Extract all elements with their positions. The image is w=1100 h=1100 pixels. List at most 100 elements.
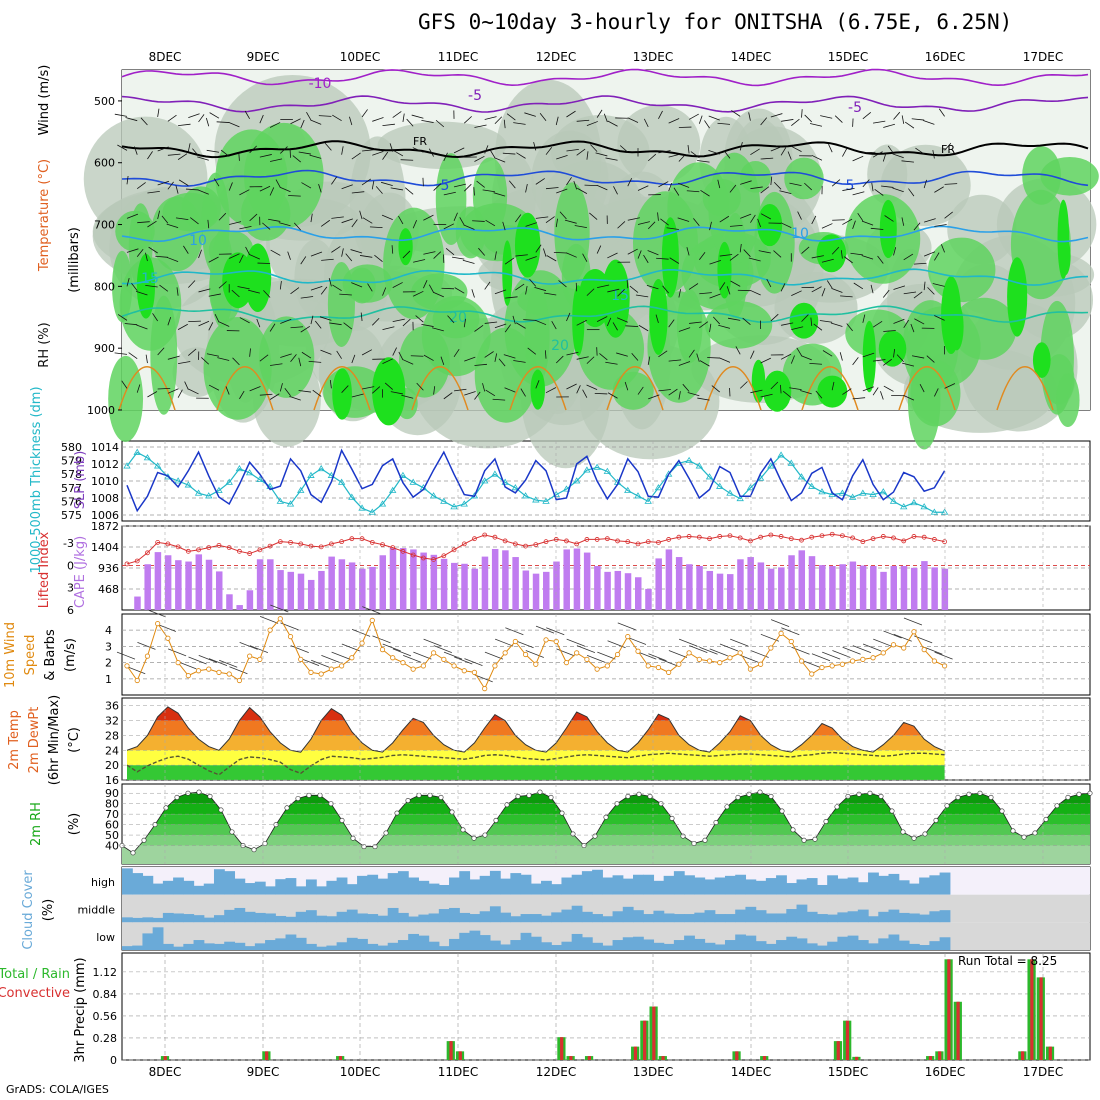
wind-barb xyxy=(175,217,189,220)
wind-barb xyxy=(923,281,926,291)
wind-barb xyxy=(647,153,657,162)
cape-bar xyxy=(726,574,734,610)
cloud-low-bar xyxy=(602,945,614,950)
wind-barb xyxy=(760,117,768,126)
cloud-low-bar xyxy=(489,940,501,950)
wind-barb xyxy=(750,350,755,359)
li-ylabel: Lifted Index xyxy=(37,531,52,608)
thickness-point xyxy=(245,469,254,476)
wind-barb xyxy=(804,182,813,191)
wind-barb-10m xyxy=(515,640,534,649)
wind-barb xyxy=(760,157,774,160)
rh-shade-green xyxy=(910,360,961,427)
li-point xyxy=(553,537,559,542)
cloud-low-bar xyxy=(827,941,838,950)
wind-barb-10m xyxy=(372,635,391,644)
cloud-low-bar xyxy=(806,943,818,950)
wind-barb xyxy=(220,149,230,157)
wind-barb xyxy=(117,314,128,321)
thickness-point xyxy=(480,477,489,484)
wind-barb xyxy=(177,323,188,330)
wind-barb xyxy=(932,283,945,287)
cloud-low-bar xyxy=(275,938,287,950)
wind-barb xyxy=(239,189,250,196)
wind-speed-point xyxy=(686,650,692,656)
wind-barb xyxy=(231,289,240,298)
cloud-low-bar xyxy=(367,943,379,950)
thickness-point xyxy=(174,477,182,484)
rh-shade-green xyxy=(203,317,272,420)
wind-barb xyxy=(471,289,475,298)
wind-barb xyxy=(441,287,455,290)
wind-barb xyxy=(830,322,843,327)
isotherm-label: FR xyxy=(413,135,427,148)
li-point xyxy=(707,536,712,542)
cloud-middle-bar xyxy=(633,910,644,923)
wind-barb-10m xyxy=(259,616,279,624)
wind-barb-10m xyxy=(382,643,401,652)
rh-point xyxy=(966,791,972,797)
wind-barb xyxy=(605,157,618,161)
wind-barb xyxy=(559,211,567,220)
cloud-low-bar xyxy=(387,942,399,950)
wind-barb xyxy=(892,153,904,159)
cloud-low-bar xyxy=(479,935,491,950)
wind-barb xyxy=(329,379,332,389)
thickness-point xyxy=(869,490,877,497)
rh-band xyxy=(122,824,1090,836)
cloud-low-bar xyxy=(561,941,573,950)
rh-shade-bright xyxy=(578,268,612,328)
wind-barb xyxy=(883,358,892,366)
wind-barb-10m xyxy=(842,646,861,655)
wind-barb xyxy=(545,216,555,224)
cape-bar xyxy=(778,567,785,610)
wind-barb xyxy=(318,184,322,193)
cloud-low-bar xyxy=(173,946,184,950)
wind-barb-10m xyxy=(249,645,268,653)
wind-barb xyxy=(846,323,853,332)
wind-barb xyxy=(351,219,358,228)
li-point xyxy=(891,535,896,541)
wind-barb xyxy=(576,119,590,122)
li-tick-label: -3 xyxy=(63,537,74,550)
cloud-high-bar xyxy=(183,880,195,895)
rh-point xyxy=(823,818,829,824)
wind-barb xyxy=(910,323,915,333)
rh-shade-green xyxy=(1040,156,1099,196)
isotherm-label: 5 xyxy=(846,178,855,194)
wind-barb xyxy=(360,312,363,322)
wind-barb xyxy=(474,325,484,332)
wind-barb xyxy=(669,257,680,264)
wind-barb xyxy=(758,250,771,254)
cloud-low-bar xyxy=(868,943,879,950)
wind-speed-point xyxy=(778,630,784,636)
li-point xyxy=(512,541,518,547)
cape-bar xyxy=(461,563,468,610)
cloud-middle-bar xyxy=(724,914,736,923)
wind-barb xyxy=(668,182,673,192)
cloud-middle-bar xyxy=(796,904,808,923)
wind-barb-10m xyxy=(883,630,902,639)
wind-barb xyxy=(401,394,414,399)
li-point xyxy=(451,547,457,553)
wind-barb xyxy=(719,357,731,363)
cloud-middle-bar xyxy=(673,914,685,923)
wind-barb xyxy=(770,381,779,390)
wind-barb xyxy=(872,320,883,328)
wind-barb xyxy=(148,246,158,254)
li-tick-label: 6 xyxy=(67,604,74,617)
wind-barb xyxy=(350,249,363,254)
wind-barb xyxy=(341,146,344,155)
wind-speed-point xyxy=(860,656,866,662)
wind-speed-point xyxy=(512,638,518,645)
wind-barb xyxy=(262,222,271,230)
wind-barb xyxy=(934,388,939,397)
wind-barb-10m xyxy=(791,646,810,655)
wind-barb-10m xyxy=(219,659,238,668)
wind-barb xyxy=(140,117,148,126)
wind-barb xyxy=(310,251,323,257)
cloud-low-bar xyxy=(469,930,481,950)
li-point xyxy=(737,535,743,541)
cloud-middle-bar xyxy=(908,913,920,923)
wind-barb xyxy=(861,220,874,226)
